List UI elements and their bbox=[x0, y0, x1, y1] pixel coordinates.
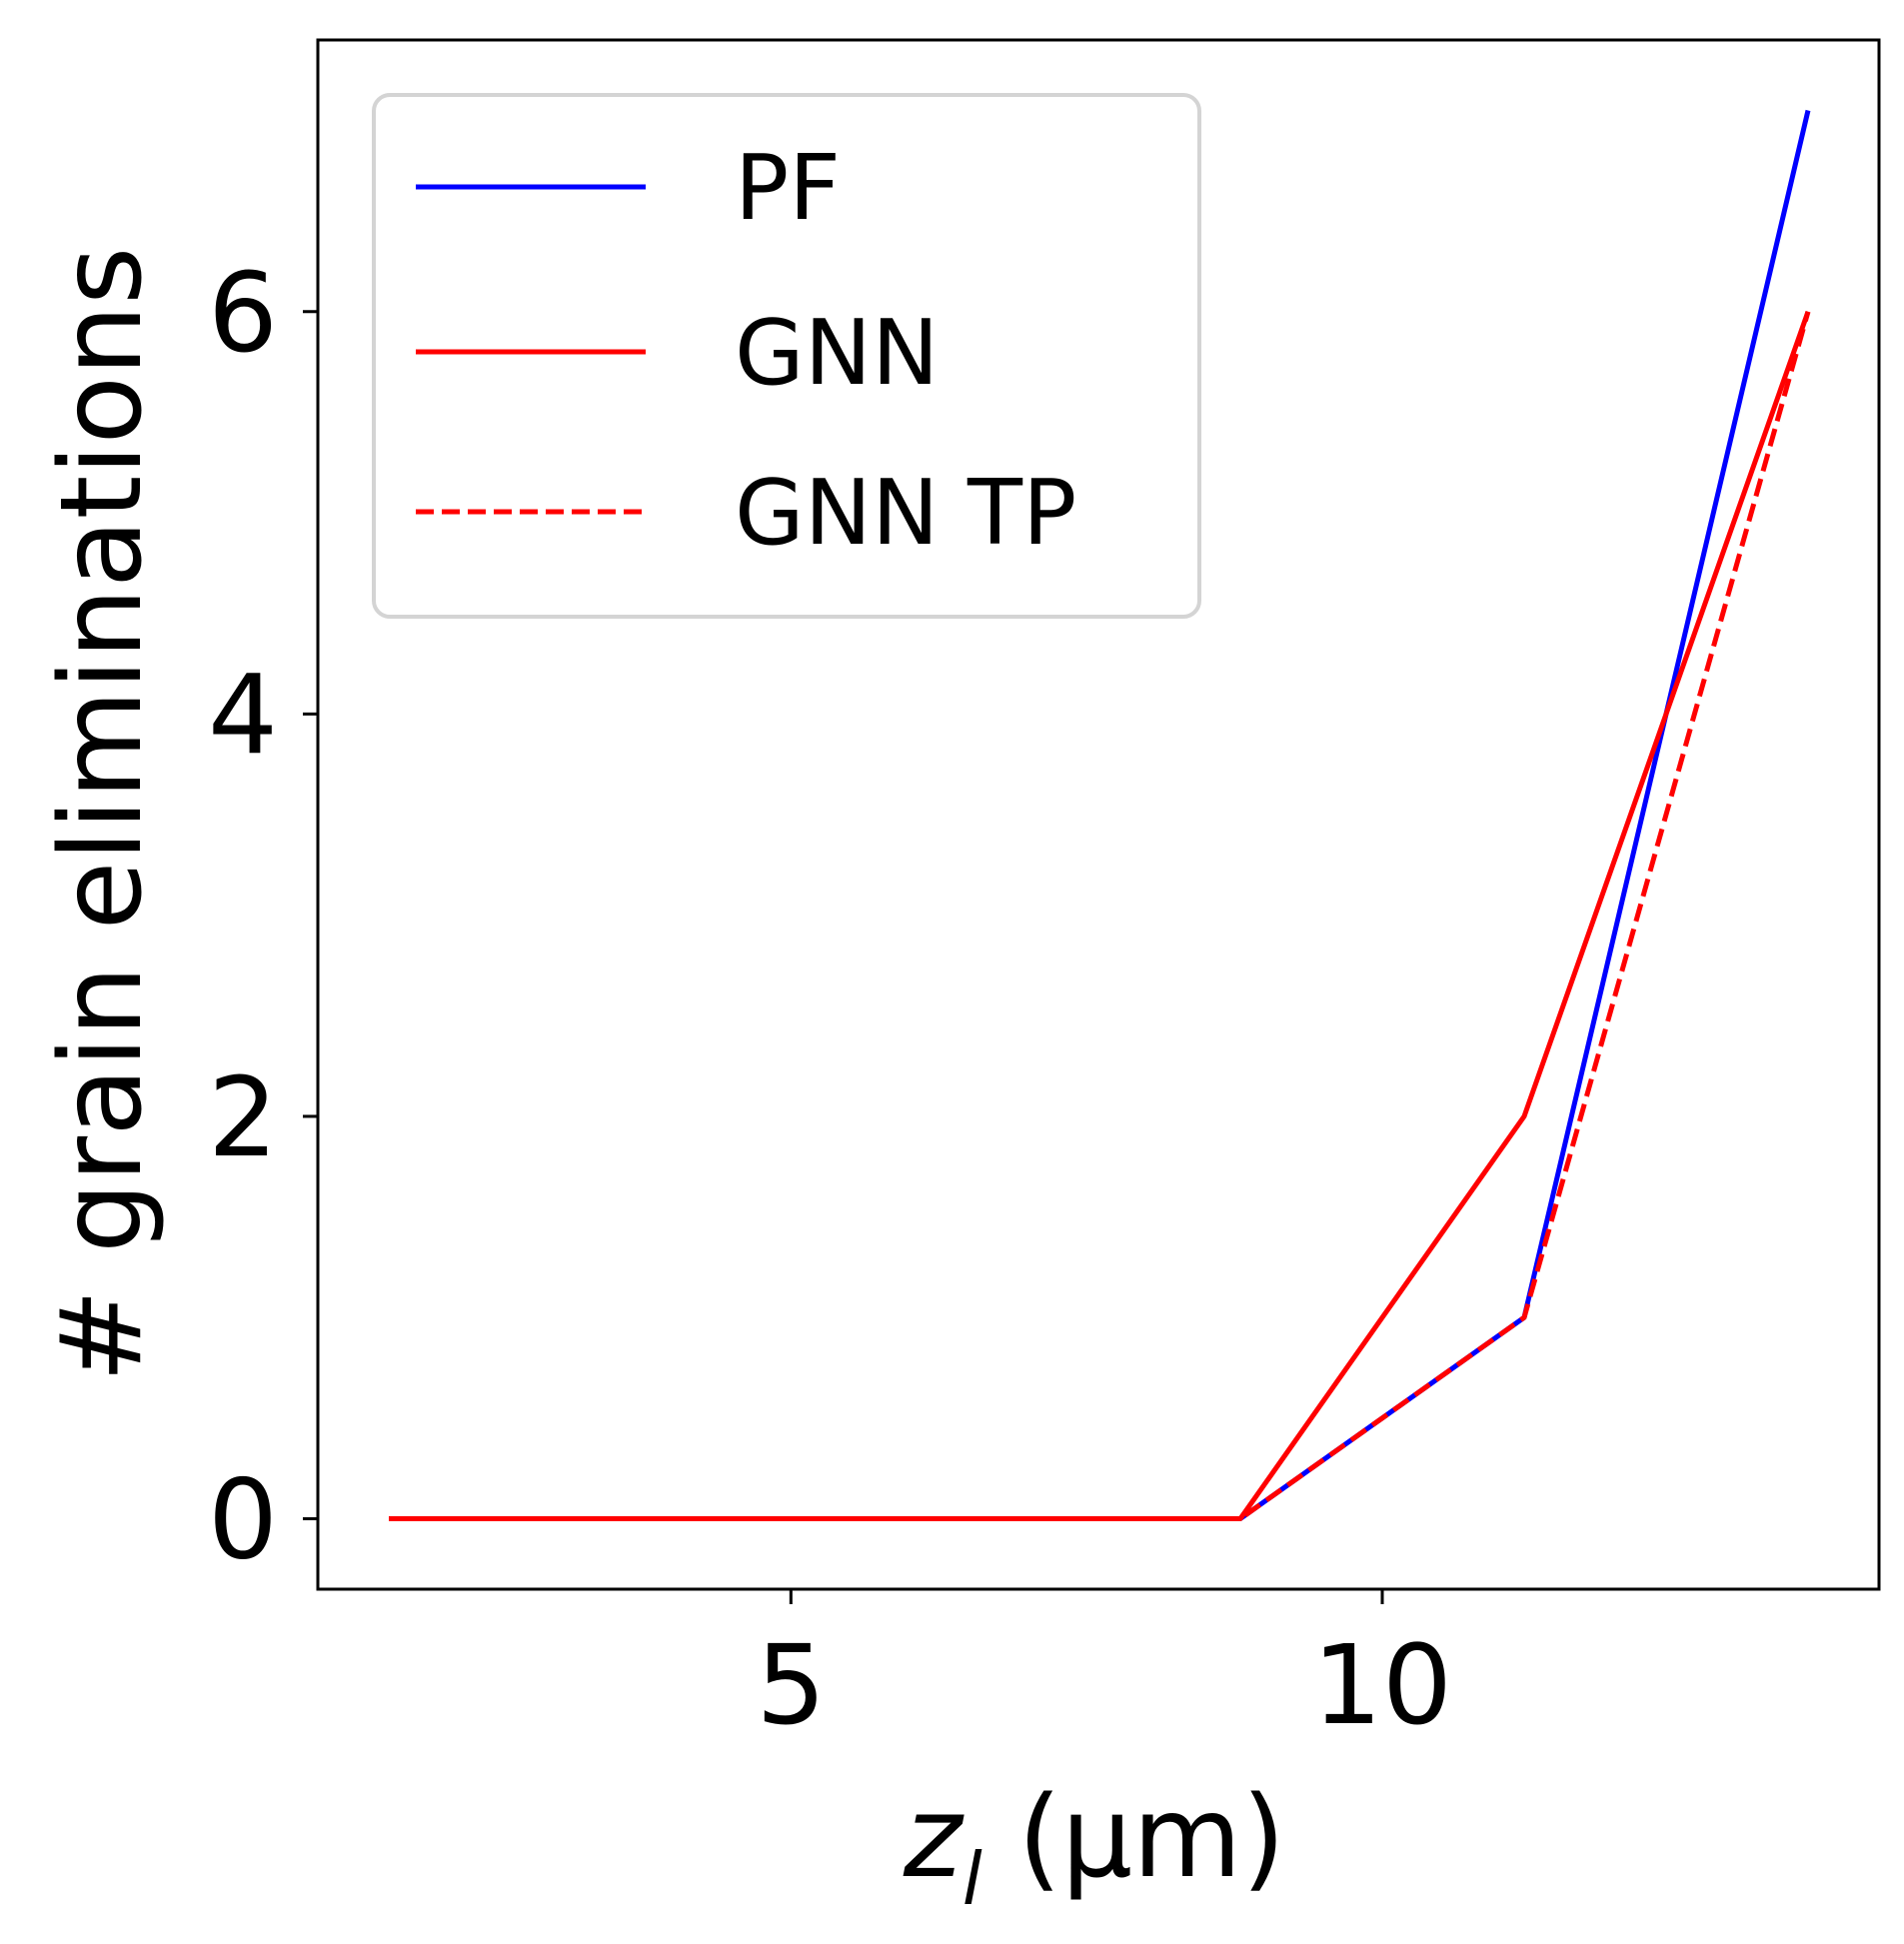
ticks-layer: 5 10 0 2 4 6 bbox=[208, 249, 1452, 1749]
x-tick-label: 10 bbox=[1312, 1621, 1452, 1749]
legend-label-gnn-tp: GNN TP bbox=[735, 461, 1076, 566]
x-tick-label: 5 bbox=[756, 1621, 826, 1749]
y-tick-label: 4 bbox=[208, 651, 278, 779]
x-axis-label: zl (μm) bbox=[903, 1773, 1285, 1921]
series-line-gnn-tp bbox=[389, 311, 1811, 1521]
y-tick-label: 2 bbox=[208, 1053, 278, 1181]
legend-label-gnn: GNN bbox=[735, 301, 939, 406]
legend: PF GNN GNN TP bbox=[372, 93, 1201, 619]
series-layer bbox=[389, 109, 1811, 1521]
legend-label-pf: PF bbox=[735, 136, 841, 241]
x-axis-label-unit: (μm) bbox=[982, 1773, 1285, 1903]
y-axis-label: # grain eliminations bbox=[37, 247, 167, 1383]
x-axis-label-var: z bbox=[903, 1773, 964, 1903]
x-axis-label-sub: l bbox=[962, 1837, 982, 1921]
plot-frame bbox=[316, 38, 1881, 1591]
legend-box bbox=[372, 93, 1201, 619]
y-tick-label: 6 bbox=[208, 249, 278, 377]
y-tick-label: 0 bbox=[208, 1456, 278, 1584]
